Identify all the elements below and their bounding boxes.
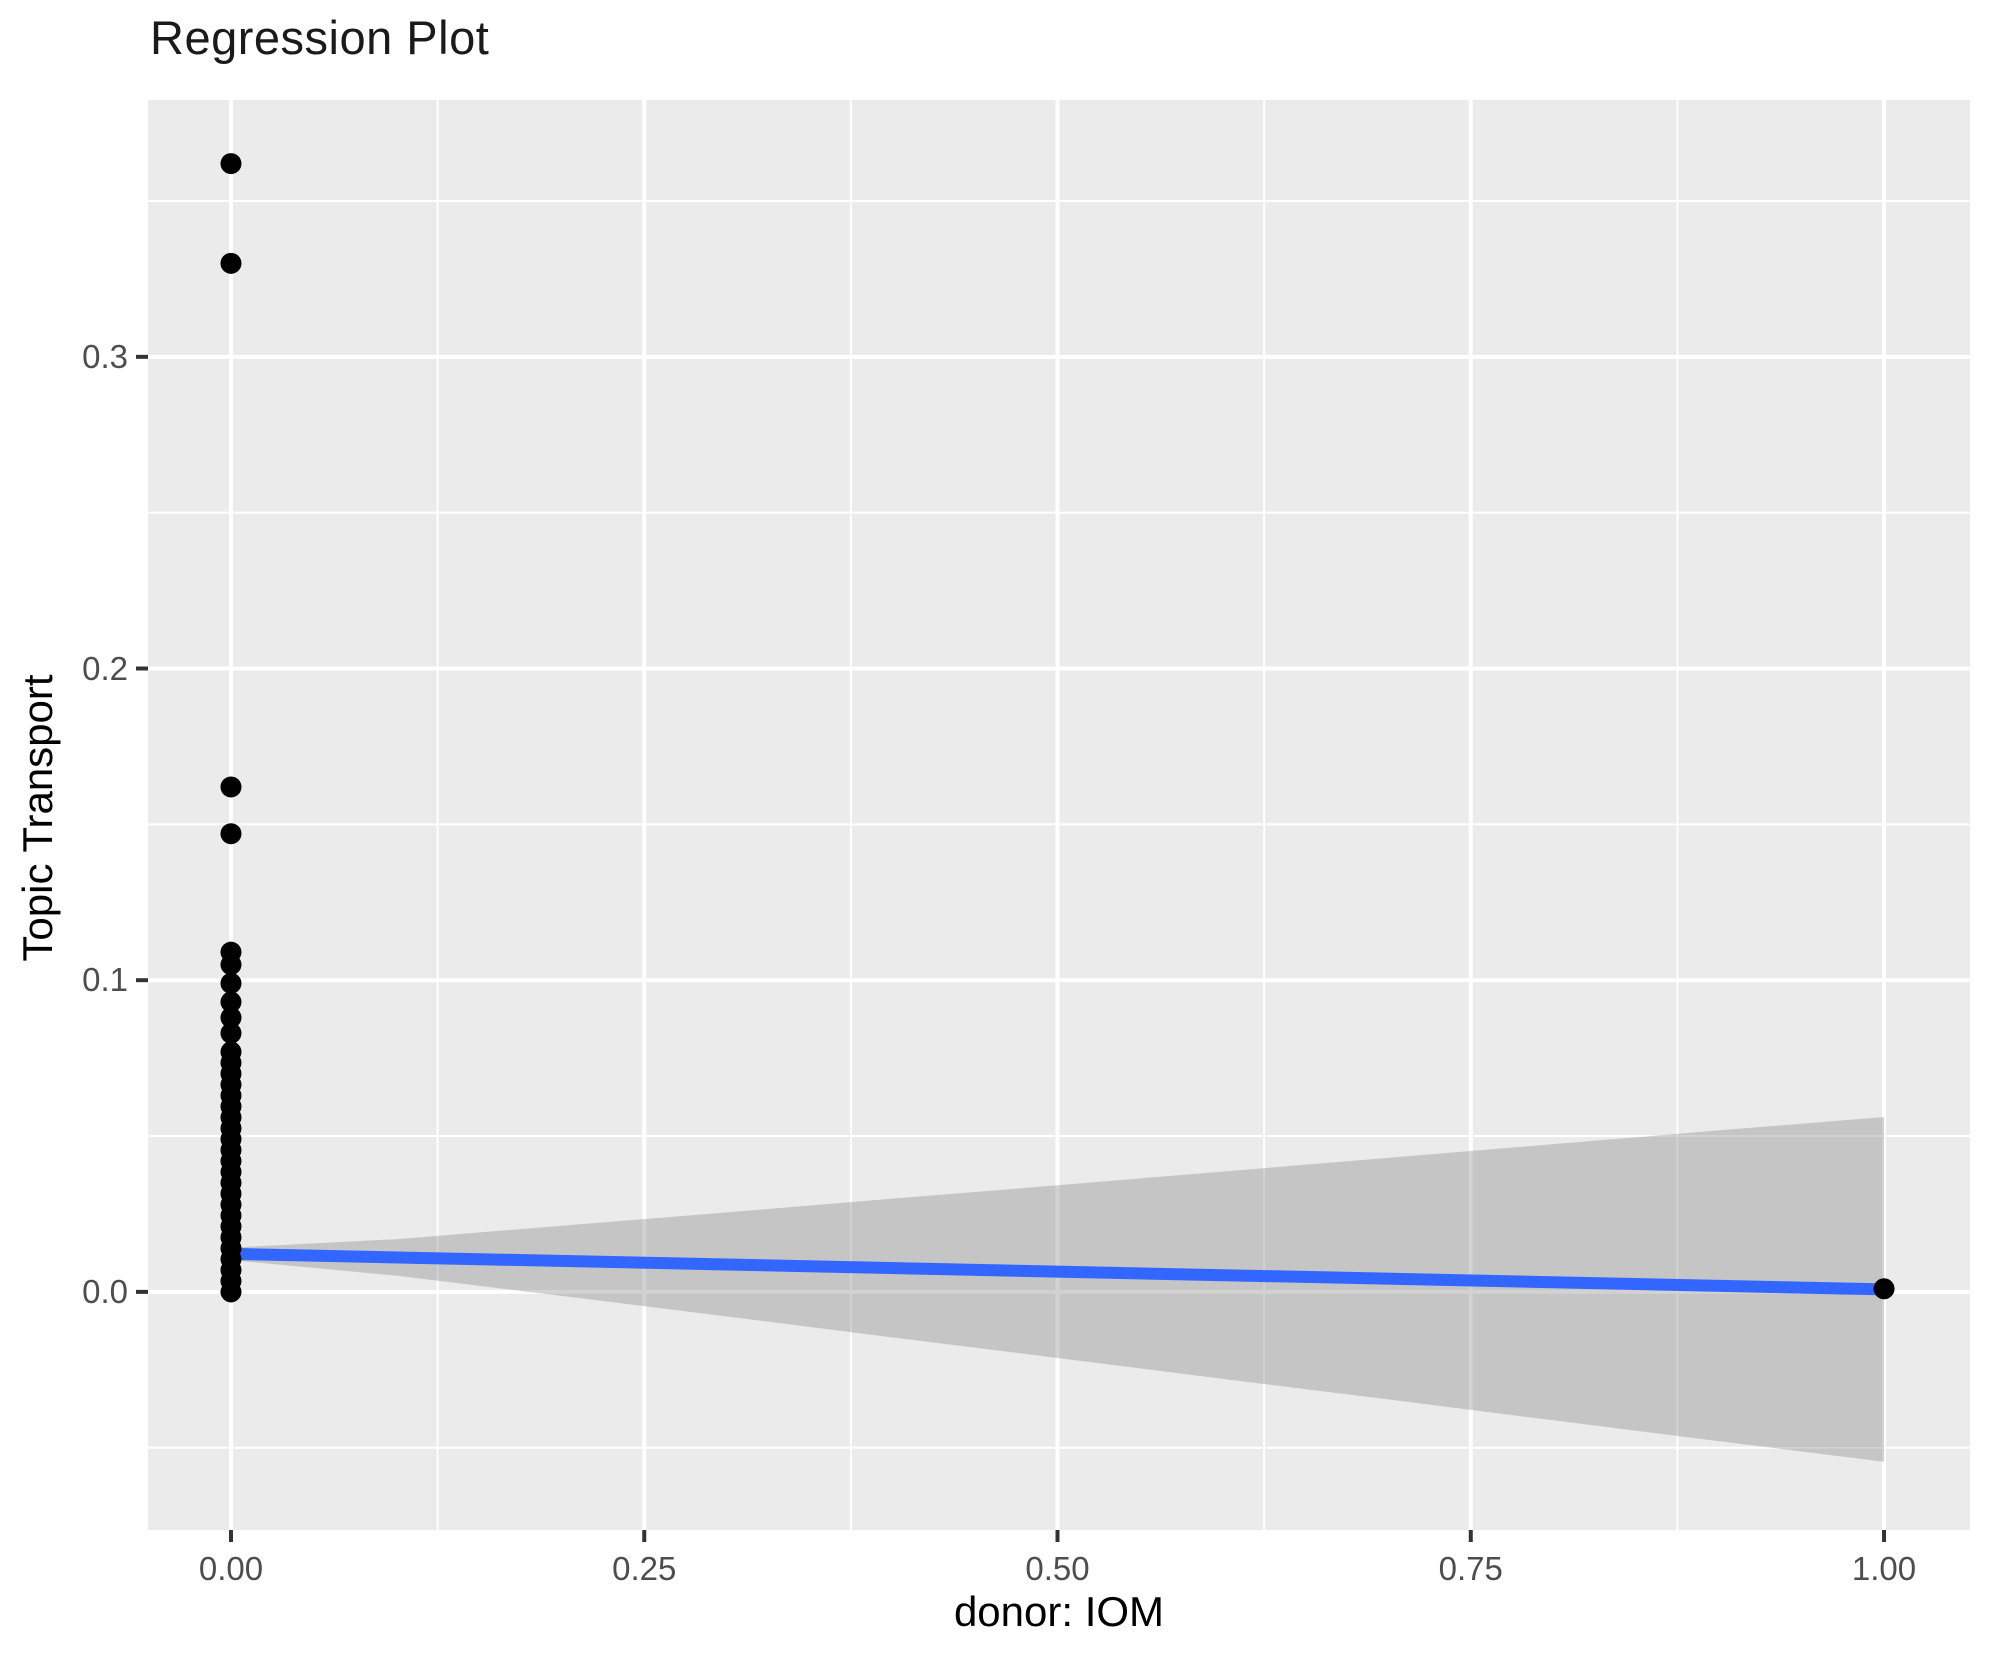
y-tick-label: 0.1 — [82, 961, 128, 999]
y-tick-label: 0.3 — [82, 337, 128, 375]
data-point — [220, 1281, 242, 1303]
y-tick-label: 0.2 — [82, 649, 128, 687]
data-point — [220, 776, 242, 798]
data-point — [220, 991, 242, 1013]
data-point — [1873, 1278, 1895, 1300]
x-tick-label: 0.25 — [612, 1550, 677, 1587]
x-tick-label: 1.00 — [1851, 1550, 1917, 1587]
x-axis-title: donor: IOM — [0, 1588, 1990, 1636]
data-point — [220, 1022, 242, 1044]
regression-line — [230, 1247, 1885, 1296]
x-tick-label: 0.75 — [1438, 1550, 1503, 1587]
x-tick-label: 0.50 — [1025, 1550, 1090, 1587]
plot-title: Regression Plot — [150, 11, 490, 64]
data-point — [220, 954, 242, 976]
x-axis-title-text: donor: IOM — [953, 1588, 1165, 1635]
y-tick-label: 0.0 — [82, 1272, 128, 1310]
data-point — [220, 252, 242, 274]
data-point — [220, 153, 242, 175]
confidence-ribbon — [230, 1117, 1885, 1462]
data-point — [220, 1007, 242, 1029]
data-point — [220, 972, 242, 994]
data-point — [220, 823, 242, 845]
y-axis-title: Topic Transport — [14, 674, 61, 962]
x-tick-label: 0.00 — [198, 1550, 264, 1587]
